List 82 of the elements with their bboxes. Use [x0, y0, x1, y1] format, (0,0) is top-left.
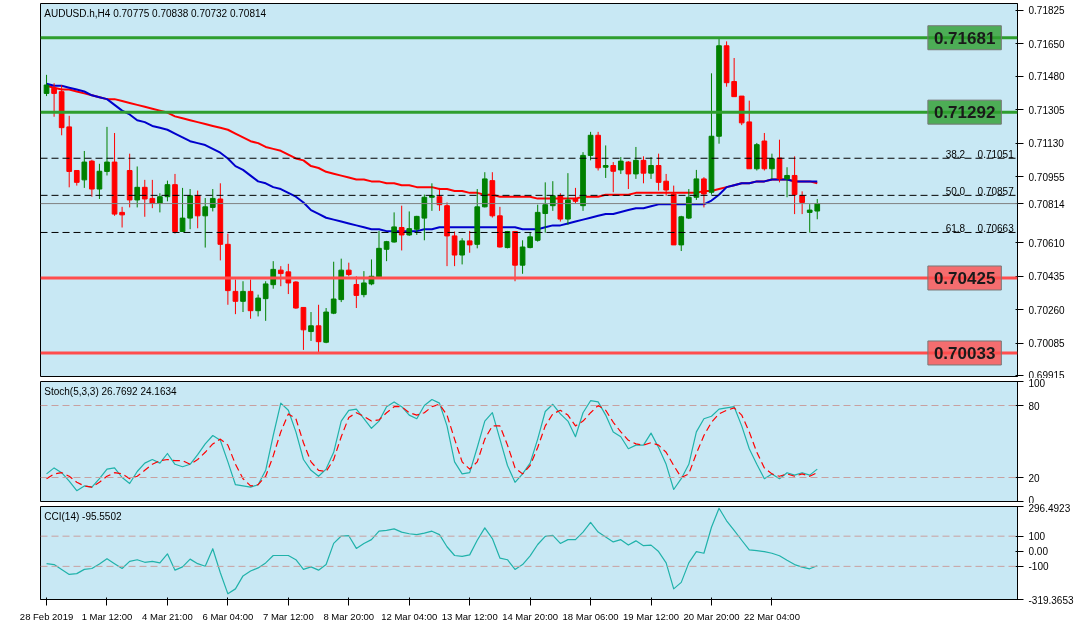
y-tick-label: 0.70814	[1028, 198, 1066, 210]
ref-line-label: 0.70425	[933, 268, 996, 288]
x-tick-label: 7 Mar 12:00	[262, 610, 314, 622]
candlestick	[633, 146, 639, 180]
y-tick-label: 0.71305	[1028, 104, 1066, 116]
candlestick	[315, 304, 322, 354]
x-tick-label: 4 Mar 21:00	[142, 610, 193, 622]
x-tick-label: 13 Mar 12:00	[441, 610, 498, 622]
y-tick-label: 0.70610	[1028, 237, 1066, 249]
y-tick-label: 0.71825	[1028, 5, 1066, 17]
candlestick	[96, 163, 103, 200]
x-tick-label: 18 Mar 06:00	[562, 610, 619, 622]
chart-title: Stoch(5,3,3) 26.7692 24.1634	[44, 385, 178, 397]
candlestick	[202, 197, 209, 249]
candlestick	[784, 166, 790, 198]
candlestick	[648, 156, 654, 180]
candlestick	[194, 190, 201, 229]
candlestick	[791, 155, 798, 215]
y-tick-label: 0.71130	[1028, 138, 1065, 150]
y-tick-label: -100	[1028, 561, 1049, 573]
x-tick-label: 14 Mar 20:00	[502, 610, 559, 622]
candlestick	[565, 172, 571, 226]
candlestick	[602, 144, 609, 179]
ref-line-label: 0.71051	[977, 149, 1015, 161]
ref-line-label: 0.70033	[933, 343, 996, 363]
x-tick-label: 28 Feb 2019	[19, 610, 74, 622]
ref-line-label: 0.70857	[977, 186, 1015, 198]
candlestick	[81, 150, 88, 189]
y-tick-label: -319.3653	[1028, 594, 1074, 606]
ref-line-label: 0.71292	[933, 103, 996, 123]
candlestick	[466, 230, 473, 254]
y-tick-label: 0.71650	[1028, 38, 1066, 50]
annotation: 61.8	[945, 223, 966, 235]
candlestick	[232, 279, 239, 315]
y-tick-label: 20	[1028, 472, 1041, 484]
ref-line-label: 0.71681	[933, 28, 996, 48]
annotation: 38.2	[945, 149, 966, 161]
candlestick	[799, 190, 805, 215]
y-tick-label: 0.00	[1028, 546, 1049, 558]
y-tick-label: 0.71480	[1028, 71, 1066, 83]
y-tick-label: 80	[1028, 400, 1041, 412]
candlestick	[451, 231, 458, 267]
candlestick	[587, 131, 594, 161]
candlestick	[685, 188, 692, 220]
candlestick	[104, 126, 110, 176]
y-tick-label: 0.70260	[1028, 304, 1066, 316]
candlestick	[391, 211, 397, 244]
candlestick	[549, 180, 556, 212]
candlestick	[769, 153, 775, 180]
candlestick	[429, 182, 435, 212]
x-tick-label: 1 Mar 12:00	[81, 610, 133, 622]
x-tick-label: 6 Mar 04:00	[202, 610, 254, 622]
ref-line-label: 0.70663	[977, 223, 1015, 235]
candlestick	[459, 237, 465, 265]
y-tick-label: 100	[1028, 531, 1046, 543]
x-tick-label: 19 Mar 12:00	[623, 610, 680, 622]
chart-title: AUDUSD.h,H4 0.70775 0.70838 0.70732 0.70814	[44, 7, 267, 19]
candlestick	[610, 161, 617, 193]
annotation: 50.0	[945, 186, 966, 198]
candlestick	[247, 279, 254, 320]
y-tick-label: 0.70955	[1028, 171, 1066, 183]
candlestick	[640, 155, 647, 184]
chart-title: CCI(14) -95.5502	[44, 510, 122, 522]
candlestick	[398, 205, 405, 251]
y-tick-label: 0.70085	[1028, 338, 1066, 350]
candlestick	[255, 294, 261, 317]
candlestick	[776, 139, 783, 183]
candlestick	[693, 169, 700, 201]
candlestick	[187, 188, 193, 230]
y-tick-label: 0.70435	[1028, 271, 1066, 283]
candlestick	[308, 311, 314, 342]
x-tick-label: 12 Mar 04:00	[381, 610, 438, 622]
candlestick	[240, 280, 246, 313]
candlestick	[43, 74, 50, 97]
x-tick-label: 8 Mar 20:00	[323, 610, 375, 622]
candlestick	[625, 160, 632, 190]
x-tick-label: 20 Mar 20:00	[683, 610, 740, 622]
x-tick-label: 22 Mar 04:00	[743, 610, 800, 622]
candlestick	[134, 165, 141, 208]
line-series	[45, 507, 818, 595]
candlestick	[406, 210, 413, 237]
candlestick	[179, 187, 186, 233]
